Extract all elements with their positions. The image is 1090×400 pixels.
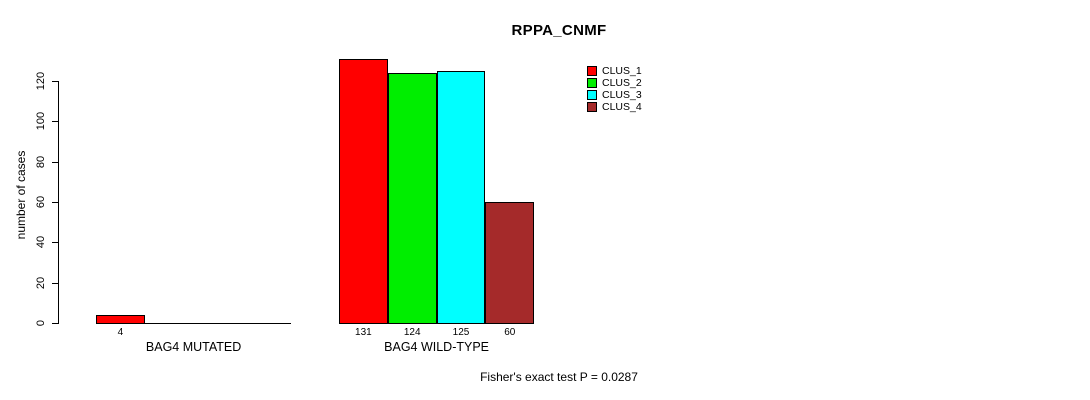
legend: CLUS_1 CLUS_2 CLUS_3 CLUS_4 bbox=[587, 65, 642, 113]
y-tick-mark bbox=[52, 323, 58, 324]
y-tick-mark bbox=[52, 202, 58, 204]
legend-swatch-clus_3 bbox=[587, 90, 597, 100]
y-tick-label: 0 bbox=[35, 319, 47, 327]
bar-value-label: 124 bbox=[403, 327, 421, 338]
category-label: BAG4 MUTATED bbox=[145, 340, 242, 354]
legend-label: CLUS_4 bbox=[602, 101, 642, 113]
y-tick-mark bbox=[52, 282, 58, 284]
legend-row: CLUS_1 bbox=[587, 65, 642, 77]
bar-clus_2 bbox=[387, 73, 437, 324]
y-tick-mark bbox=[52, 121, 58, 123]
y-tick-label: 100 bbox=[35, 112, 47, 131]
y-tick-mark bbox=[52, 161, 58, 163]
bar-clus_1 bbox=[96, 314, 145, 324]
bar-value-label: 131 bbox=[355, 327, 372, 338]
y-tick-label: 40 bbox=[35, 236, 47, 249]
bar-value-label: 4 bbox=[117, 327, 124, 338]
chart-title: RPPA_CNMF bbox=[511, 22, 607, 39]
legend-row: CLUS_2 bbox=[587, 77, 642, 89]
legend-swatch-clus_4 bbox=[587, 102, 597, 112]
category-label: BAG4 WILD-TYPE bbox=[384, 340, 490, 354]
bar-clus_4 bbox=[485, 202, 535, 324]
y-tick-mark bbox=[52, 242, 58, 244]
bar-value-label: 125 bbox=[452, 327, 470, 338]
bar-clus_3 bbox=[436, 71, 486, 324]
legend-label: CLUS_3 bbox=[602, 89, 642, 101]
legend-swatch-clus_1 bbox=[587, 66, 597, 76]
group-baseline bbox=[96, 323, 292, 324]
legend-label: CLUS_1 bbox=[602, 65, 642, 77]
bar-clus_1 bbox=[339, 59, 388, 324]
y-tick-label: 20 bbox=[35, 276, 47, 289]
y-tick-label: 80 bbox=[35, 155, 47, 168]
y-tick-mark bbox=[52, 81, 58, 83]
y-tick-label: 60 bbox=[35, 195, 47, 209]
y-axis-title: number of cases bbox=[14, 150, 28, 240]
legend-row: CLUS_4 bbox=[587, 101, 642, 113]
y-tick-label: 120 bbox=[35, 71, 47, 91]
legend-row: CLUS_3 bbox=[587, 89, 642, 101]
legend-label: CLUS_2 bbox=[602, 77, 642, 89]
y-axis-line bbox=[58, 81, 59, 324]
legend-swatch-clus_2 bbox=[587, 78, 597, 88]
fisher-test-annotation: Fisher's exact test P = 0.0287 bbox=[480, 370, 638, 384]
bar-value-label: 60 bbox=[504, 327, 516, 338]
